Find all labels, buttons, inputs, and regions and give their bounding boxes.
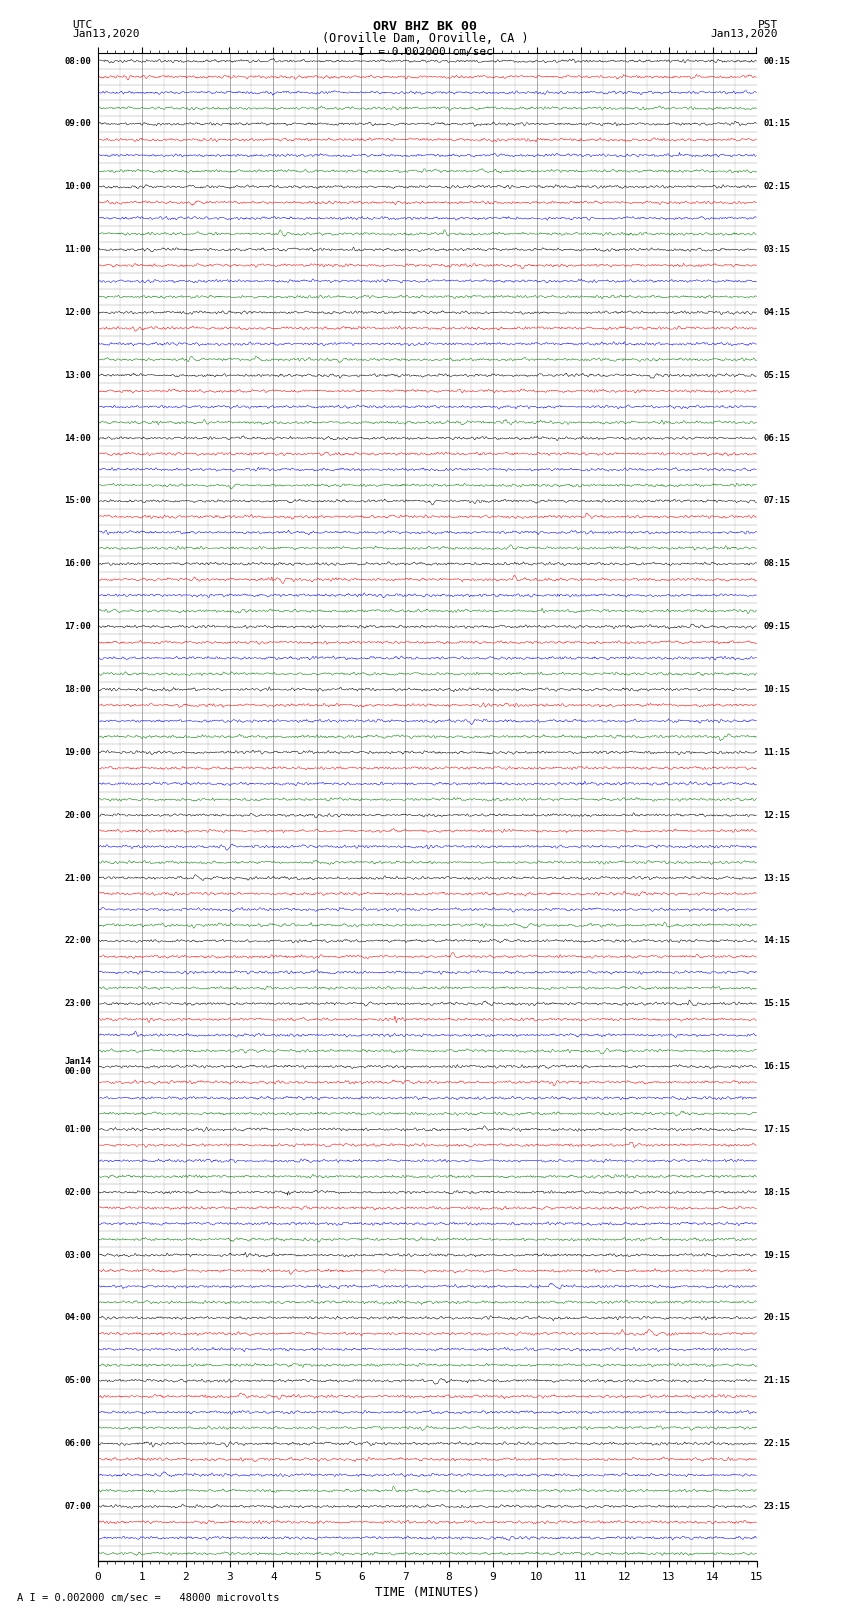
Text: 20:15: 20:15 (763, 1313, 790, 1323)
Text: 07:15: 07:15 (763, 497, 790, 505)
Text: 02:15: 02:15 (763, 182, 790, 192)
Text: 05:00: 05:00 (65, 1376, 91, 1386)
Text: 12:15: 12:15 (763, 811, 790, 819)
Text: 00:15: 00:15 (763, 56, 790, 66)
Text: 03:15: 03:15 (763, 245, 790, 255)
Text: PST: PST (757, 19, 778, 31)
Text: 10:00: 10:00 (65, 182, 91, 192)
Text: I  = 0.002000 cm/sec: I = 0.002000 cm/sec (358, 47, 492, 56)
Text: 08:00: 08:00 (65, 56, 91, 66)
Text: 05:15: 05:15 (763, 371, 790, 379)
Text: 13:15: 13:15 (763, 874, 790, 882)
Text: ORV BHZ BK 00: ORV BHZ BK 00 (373, 19, 477, 34)
Text: 18:00: 18:00 (65, 686, 91, 694)
Text: 08:15: 08:15 (763, 560, 790, 568)
Text: 23:15: 23:15 (763, 1502, 790, 1511)
Text: Jan13,2020: Jan13,2020 (72, 29, 139, 39)
Text: 19:00: 19:00 (65, 748, 91, 756)
Text: 23:00: 23:00 (65, 998, 91, 1008)
Text: 06:00: 06:00 (65, 1439, 91, 1448)
Text: 18:15: 18:15 (763, 1187, 790, 1197)
Text: 01:15: 01:15 (763, 119, 790, 129)
Text: UTC: UTC (72, 19, 93, 31)
Text: Jan13,2020: Jan13,2020 (711, 29, 778, 39)
Text: 15:00: 15:00 (65, 497, 91, 505)
Text: Jan14
00:00: Jan14 00:00 (65, 1057, 91, 1076)
Text: 01:00: 01:00 (65, 1124, 91, 1134)
Text: 14:00: 14:00 (65, 434, 91, 442)
Text: 14:15: 14:15 (763, 936, 790, 945)
Text: 16:00: 16:00 (65, 560, 91, 568)
Text: 07:00: 07:00 (65, 1502, 91, 1511)
Text: 20:00: 20:00 (65, 811, 91, 819)
Text: 04:00: 04:00 (65, 1313, 91, 1323)
Text: 19:15: 19:15 (763, 1250, 790, 1260)
Text: 03:00: 03:00 (65, 1250, 91, 1260)
Text: 17:15: 17:15 (763, 1124, 790, 1134)
Text: 12:00: 12:00 (65, 308, 91, 316)
Text: 11:00: 11:00 (65, 245, 91, 255)
Text: 02:00: 02:00 (65, 1187, 91, 1197)
Text: 21:00: 21:00 (65, 874, 91, 882)
Text: 09:00: 09:00 (65, 119, 91, 129)
Text: 06:15: 06:15 (763, 434, 790, 442)
Text: 17:00: 17:00 (65, 623, 91, 631)
Text: 22:15: 22:15 (763, 1439, 790, 1448)
Text: 21:15: 21:15 (763, 1376, 790, 1386)
Text: 09:15: 09:15 (763, 623, 790, 631)
Text: 16:15: 16:15 (763, 1061, 790, 1071)
X-axis label: TIME (MINUTES): TIME (MINUTES) (375, 1586, 479, 1598)
Text: 13:00: 13:00 (65, 371, 91, 379)
Text: 22:00: 22:00 (65, 936, 91, 945)
Text: A I = 0.002000 cm/sec =   48000 microvolts: A I = 0.002000 cm/sec = 48000 microvolts (17, 1594, 280, 1603)
Text: 04:15: 04:15 (763, 308, 790, 316)
Text: 15:15: 15:15 (763, 998, 790, 1008)
Text: (Oroville Dam, Oroville, CA ): (Oroville Dam, Oroville, CA ) (321, 32, 529, 45)
Text: 10:15: 10:15 (763, 686, 790, 694)
Text: 11:15: 11:15 (763, 748, 790, 756)
